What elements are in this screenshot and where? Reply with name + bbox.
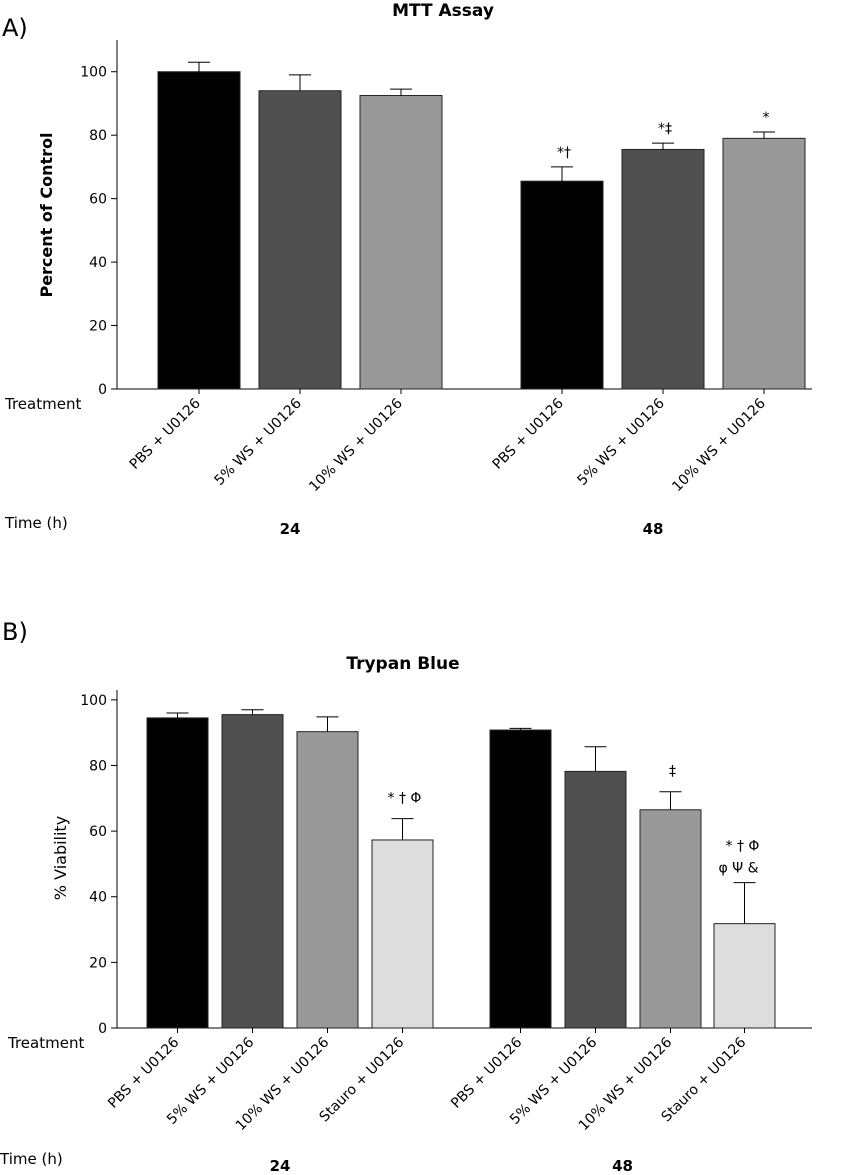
chart1-bar — [157, 71, 241, 390]
chart2-time-value: 24 — [270, 1157, 291, 1175]
chart2-title: Trypan Blue — [346, 654, 459, 674]
chart1-bar — [621, 148, 705, 390]
chart2-category-label: PBS + U0126 — [448, 1034, 525, 1111]
chart1-category-label: 10% WS + U0126 — [669, 395, 769, 495]
chart1-y-tick-label: 0 — [98, 382, 107, 398]
chart2-bar — [371, 839, 434, 1029]
chart1-y-axis-label: Percent of Control — [37, 132, 56, 297]
chart2-category-label: Stauro + U0126 — [317, 1034, 408, 1125]
chart2-bar — [146, 717, 209, 1029]
chart1-category-label: PBS + U0126 — [127, 395, 204, 472]
chart2-significance-label: ‡ — [669, 764, 676, 780]
chart1-significance-label: *‡ — [658, 121, 672, 137]
chart2-y-tick-label: 100 — [80, 693, 107, 709]
chart2-significance-label-2: φ Ψ & — [718, 861, 758, 877]
chart2-time-value: 48 — [612, 1157, 633, 1175]
chart1-time-label: Time (h) — [4, 514, 68, 532]
chart1-y-tick-label: 20 — [89, 319, 107, 335]
chart1-time-value: 24 — [280, 520, 301, 538]
chart2-significance-label: * † Φ — [726, 839, 760, 855]
chart2-bar — [296, 731, 359, 1029]
chart1-significance-label: * — [763, 110, 770, 126]
chart1-treatment-label: Treatment — [4, 395, 81, 413]
chart1-bar — [258, 90, 342, 390]
chart2-y-axis-label: % Viability — [51, 816, 70, 900]
chart1-time-value: 48 — [643, 520, 664, 538]
chart2-y-tick-label: 0 — [98, 1021, 107, 1037]
chart1-y-tick-label: 40 — [89, 255, 107, 271]
chart1-title: MTT Assay — [392, 1, 494, 21]
chart1-category-label: 5% WS + U0126 — [212, 395, 305, 488]
chart2-panel-letter: B) — [2, 618, 28, 646]
chart2-bar — [639, 809, 702, 1029]
chart2-y-tick-label: 80 — [89, 758, 107, 774]
chart1-y-tick-label: 100 — [80, 65, 107, 81]
chart1-category-label: 10% WS + U0126 — [306, 395, 406, 495]
chart1-bar — [520, 180, 604, 390]
chart2-y-tick-label: 40 — [89, 890, 107, 906]
chart1-category-label: 5% WS + U0126 — [575, 395, 668, 488]
chart1-bar — [722, 137, 806, 390]
chart2-bar — [221, 714, 284, 1029]
chart2-bar — [564, 770, 627, 1029]
chart2-time-label: Time (h) — [0, 1150, 63, 1168]
chart2-bar — [489, 729, 552, 1029]
chart1-y-tick-label: 80 — [89, 128, 107, 144]
chart1-panel-letter: A) — [2, 14, 28, 42]
chart2-bar — [713, 923, 776, 1029]
chart1-y-tick-label: 60 — [89, 192, 107, 208]
chart1-significance-label: *† — [557, 145, 571, 161]
chart2-y-tick-label: 60 — [89, 824, 107, 840]
chart1-bar — [359, 95, 443, 390]
chart2-y-tick-label: 20 — [89, 955, 107, 971]
chart1-category-label: PBS + U0126 — [490, 395, 567, 472]
chart2-category-label: PBS + U0126 — [105, 1034, 182, 1111]
chart2-significance-label: * † Φ — [388, 791, 422, 807]
chart2-treatment-label: Treatment — [7, 1034, 84, 1052]
